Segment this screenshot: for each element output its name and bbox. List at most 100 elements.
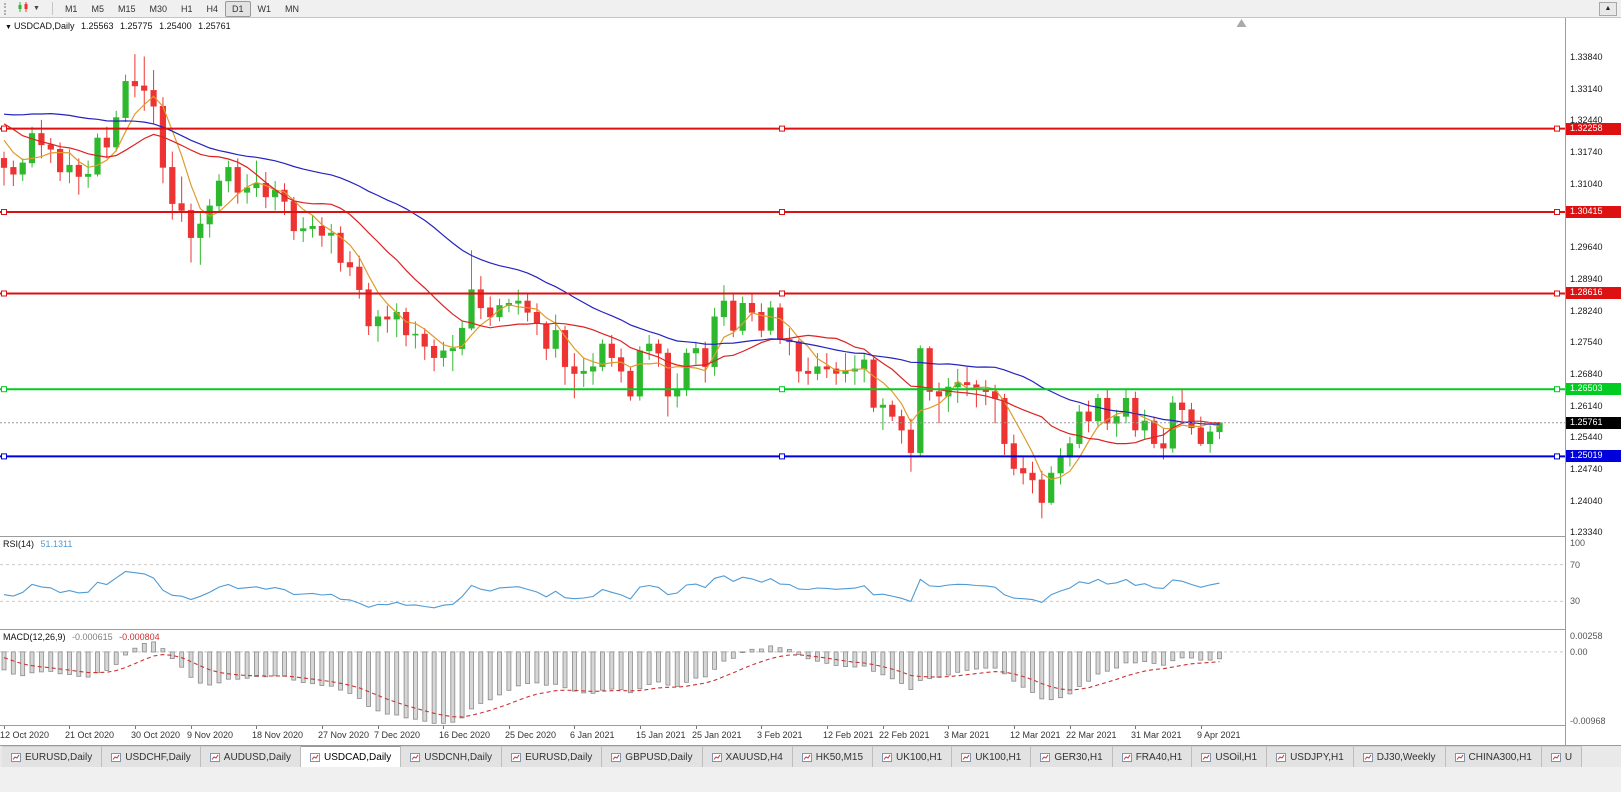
date-tick bbox=[135, 726, 136, 729]
period-button-m5[interactable]: M5 bbox=[91, 3, 104, 14]
price-axis-label: 1.24740 bbox=[1570, 463, 1603, 474]
date-axis-label: 16 Dec 2020 bbox=[439, 730, 491, 740]
date-tick bbox=[1014, 726, 1015, 729]
chart-tab-usdchf-daily[interactable]: USDCHF,Daily bbox=[102, 746, 201, 767]
period-button-h4[interactable]: H4 bbox=[206, 3, 219, 14]
chart-tab-bar: EURUSD,Daily USDCHF,Daily AUDUSD,Daily U… bbox=[0, 745, 1621, 767]
period-button-h1[interactable]: H1 bbox=[181, 3, 193, 14]
chart-tab-label: HK50,M15 bbox=[815, 751, 864, 763]
chart-tab-dj30-weekly[interactable]: DJ30,Weekly bbox=[1353, 746, 1446, 767]
price-axis-label: 1.33140 bbox=[1570, 83, 1603, 94]
date-axis[interactable]: 12 Oct 2020 21 Oct 2020 30 Oct 2020 9 Nov 2… bbox=[0, 726, 1565, 745]
chart-tab-icon bbox=[1040, 752, 1051, 762]
date-axis-label: 22 Mar 2021 bbox=[1066, 730, 1117, 740]
date-tick bbox=[1070, 726, 1071, 729]
chart-tab-eurusd-daily[interactable]: EURUSD,Daily bbox=[2, 746, 103, 767]
macd-readout: MACD(12,26,9) -0.000615 -0.000804 bbox=[3, 632, 164, 642]
date-axis-label: 25 Dec 2020 bbox=[505, 730, 557, 740]
chart-tab-label: USDCAD,Daily bbox=[324, 751, 392, 763]
chart-tab-icon bbox=[511, 752, 522, 762]
chart-tab-xauusd-h4[interactable]: XAUUSD,H4 bbox=[702, 746, 793, 767]
main-chart-canvas[interactable] bbox=[0, 18, 1565, 536]
price-axis[interactable]: 1.338401.331401.324401.317401.310401.303… bbox=[1565, 18, 1621, 745]
period-button-mn[interactable]: MN bbox=[285, 3, 300, 14]
period-button-m15[interactable]: M15 bbox=[117, 3, 136, 14]
chart-tab-icon bbox=[961, 752, 972, 762]
chart-tab-label: U bbox=[1564, 751, 1573, 763]
chart-tab-label: XAUUSD,H4 bbox=[725, 751, 783, 763]
chart-tab-label: AUDUSD,Daily bbox=[223, 751, 292, 763]
price-axis-label: 1.27540 bbox=[1570, 337, 1603, 348]
period-button-d1[interactable]: D1 bbox=[225, 0, 251, 17]
chart-tab-usdjpy-h1[interactable]: USDJPY,H1 bbox=[1267, 746, 1354, 767]
macd-histogram-layer bbox=[1, 641, 1222, 724]
timeframe-toolbar: ▼ M1 M5 M15 M30 H1 H4 D1 W1 MN ▲ bbox=[0, 0, 1621, 18]
macd-signal-value-label: -0.000804 bbox=[119, 632, 160, 642]
rsi-indicator-canvas[interactable] bbox=[0, 537, 1565, 629]
price-axis-label: 1.23340 bbox=[1570, 527, 1603, 538]
chart-tab-icon bbox=[801, 752, 812, 762]
toolbar-grip[interactable] bbox=[4, 2, 9, 15]
date-tick bbox=[69, 726, 70, 729]
period-button-group: M1 M5 M15 M30 H1 H4 D1 W1 MN bbox=[58, 0, 306, 17]
date-axis-label: 9 Apr 2021 bbox=[1197, 730, 1241, 740]
chart-tab-gbpusd-daily[interactable]: GBPUSD,Daily bbox=[602, 746, 703, 767]
price-axis-label: 1.32440 bbox=[1570, 115, 1603, 126]
macd-main-value-label: -0.000615 bbox=[72, 632, 113, 642]
price-axis-label: 1.24040 bbox=[1570, 495, 1603, 506]
macd-axis-label: -0.00968 bbox=[1570, 716, 1606, 726]
period-button-w1[interactable]: W1 bbox=[257, 3, 272, 14]
chart-tab-label: EURUSD,Daily bbox=[25, 751, 93, 763]
chart-tab-china300-h1[interactable]: CHINA300,H1 bbox=[1445, 746, 1542, 767]
chart-tab-usdcnh-daily[interactable]: USDCNH,Daily bbox=[401, 746, 503, 767]
date-tick bbox=[378, 726, 379, 729]
candles-layer bbox=[0, 54, 1223, 519]
rsi-readout: RSI(14) 51.1311 bbox=[3, 539, 76, 549]
chart-tab-icon bbox=[1276, 752, 1287, 762]
horizontal-level-lines bbox=[0, 125, 1565, 460]
macd-indicator-canvas[interactable] bbox=[0, 630, 1565, 725]
chart-tab-uk100-h1[interactable]: UK100,H1 bbox=[873, 746, 953, 767]
chart-tab-label: EURUSD,Daily bbox=[525, 751, 593, 763]
chart-tab-icon bbox=[611, 752, 622, 762]
chart-tab-ger30-h1[interactable]: GER30,H1 bbox=[1031, 746, 1113, 767]
chart-tab-icon bbox=[1201, 752, 1212, 762]
period-button-m1[interactable]: M1 bbox=[64, 3, 78, 14]
chart-tab-u[interactable]: U bbox=[1541, 746, 1583, 767]
chart-tab-fra40-h1[interactable]: FRA40,H1 bbox=[1112, 746, 1193, 767]
date-axis-label: 22 Feb 2021 bbox=[879, 730, 930, 740]
pane-separator[interactable] bbox=[0, 536, 1621, 537]
chart-tab-icon bbox=[310, 752, 321, 762]
date-tick bbox=[256, 726, 257, 729]
level-price-badge: 1.30415 bbox=[1566, 206, 1621, 219]
ohlc-close: 1.25761 bbox=[198, 21, 231, 31]
level-price-badge: 1.28616 bbox=[1566, 287, 1621, 300]
chart-tab-label: UK100,H1 bbox=[896, 751, 943, 763]
level-price-badge: 1.26503 bbox=[1566, 383, 1621, 396]
chart-tab-hk50-m15[interactable]: HK50,M15 bbox=[792, 746, 874, 767]
chart-tab-icon bbox=[1362, 752, 1373, 762]
chart-tab-usdcad-daily[interactable]: USDCAD,Daily bbox=[301, 746, 402, 767]
chart-tab-label: DJ30,Weekly bbox=[1376, 751, 1436, 763]
toolbar-separator bbox=[51, 2, 53, 15]
date-axis-label: 25 Jan 2021 bbox=[692, 730, 742, 740]
chart-tab-usoil-h1[interactable]: USOil,H1 bbox=[1192, 746, 1268, 767]
chart-tab-icon bbox=[711, 752, 722, 762]
chart-tab-eurusd-daily[interactable]: EURUSD,Daily bbox=[502, 746, 603, 767]
scroll-up-button[interactable]: ▲ bbox=[1599, 1, 1617, 16]
chart-tab-uk100-h1[interactable]: UK100,H1 bbox=[952, 746, 1032, 767]
pane-separator[interactable] bbox=[0, 629, 1621, 630]
rsi-axis-label: 70 bbox=[1570, 559, 1581, 570]
macd-signal-line bbox=[3, 654, 1220, 718]
price-axis-label: 1.33840 bbox=[1570, 51, 1603, 62]
date-tick bbox=[1135, 726, 1136, 729]
date-axis-label: 12 Feb 2021 bbox=[823, 730, 874, 740]
chart-type-button[interactable]: ▼ bbox=[13, 0, 43, 19]
chart-tab-icon bbox=[1121, 752, 1132, 762]
period-button-m30[interactable]: M30 bbox=[149, 3, 167, 14]
date-axis-label: 3 Mar 2021 bbox=[944, 730, 990, 740]
chart-tab-audusd-daily[interactable]: AUDUSD,Daily bbox=[200, 746, 302, 767]
price-axis-label: 1.28240 bbox=[1570, 305, 1603, 316]
chart-tab-label: USOil,H1 bbox=[1215, 751, 1258, 763]
chart-tab-icon bbox=[1454, 752, 1465, 762]
